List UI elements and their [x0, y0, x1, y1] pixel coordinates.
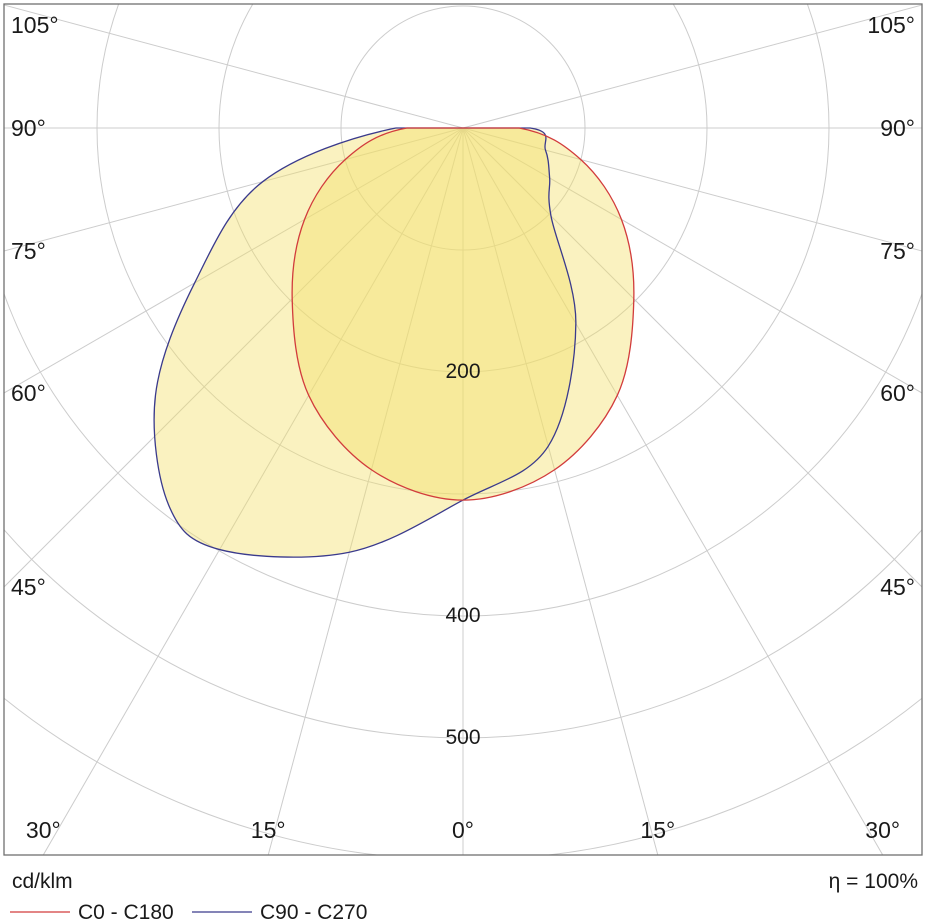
- svg-text:15°: 15°: [640, 817, 675, 843]
- svg-text:30°: 30°: [26, 817, 61, 843]
- svg-text:C0 - C180: C0 - C180: [78, 901, 174, 920]
- svg-text:200: 200: [445, 360, 480, 383]
- svg-text:15°: 15°: [251, 817, 286, 843]
- svg-text:500: 500: [445, 726, 480, 749]
- svg-text:90°: 90°: [11, 115, 46, 141]
- svg-text:60°: 60°: [880, 380, 915, 406]
- svg-text:75°: 75°: [11, 238, 46, 264]
- svg-text:60°: 60°: [11, 380, 46, 406]
- svg-text:400: 400: [445, 604, 480, 627]
- svg-text:45°: 45°: [11, 574, 46, 600]
- svg-text:75°: 75°: [880, 238, 915, 264]
- svg-text:0°: 0°: [452, 817, 474, 843]
- svg-text:30°: 30°: [865, 817, 900, 843]
- svg-text:η = 100%: η = 100%: [829, 870, 918, 893]
- svg-text:cd/klm: cd/klm: [12, 870, 73, 893]
- svg-text:90°: 90°: [880, 115, 915, 141]
- svg-text:45°: 45°: [880, 574, 915, 600]
- svg-text:105°: 105°: [867, 12, 915, 38]
- svg-text:105°: 105°: [11, 12, 59, 38]
- svg-text:C90 - C270: C90 - C270: [260, 901, 367, 920]
